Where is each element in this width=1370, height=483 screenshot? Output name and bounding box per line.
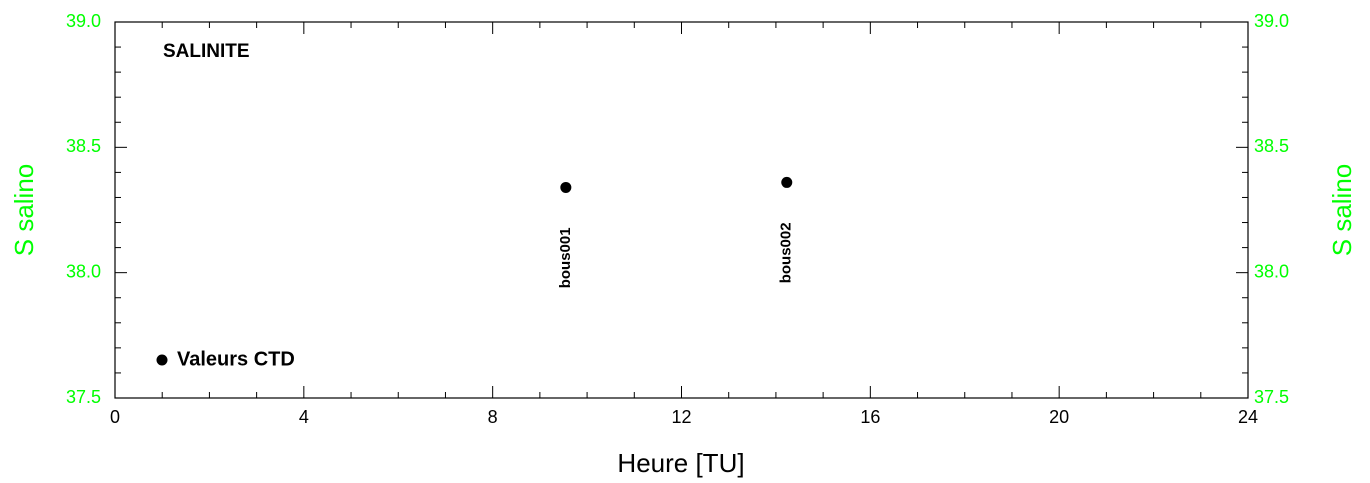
y-tick-label: 38.5 [66,136,101,156]
data-point [781,176,793,188]
y2-tick-label: 37.5 [1254,387,1289,407]
x-axis-label: Heure [TU] [617,448,744,478]
x-tick-label: 12 [671,407,691,427]
y2-tick-label: 38.0 [1254,261,1289,281]
y2-tick-label: 39.0 [1254,11,1289,31]
legend-label: Valeurs CTD [177,348,295,370]
x-tick-label: 16 [860,407,880,427]
legend-marker [156,354,168,366]
data-point [560,181,572,193]
y2-axis-label: S salino [1327,164,1357,257]
y-tick-label: 39.0 [66,11,101,31]
y-tick-label: 38.0 [66,261,101,281]
x-tick-label: 4 [299,407,309,427]
chart-title: SALINITE [163,41,250,62]
y-axis-label: S salino [9,164,39,257]
plot-frame [114,21,1249,399]
x-tick-label: 20 [1049,407,1069,427]
point-label: bous002 [778,222,795,283]
y2-tick-label: 38.5 [1254,136,1289,156]
x-tick-label: 8 [488,407,498,427]
x-tick-label: 24 [1238,407,1258,427]
x-tick-label: 0 [110,407,120,427]
y-tick-label: 37.5 [66,387,101,407]
point-label: bous001 [557,227,574,288]
